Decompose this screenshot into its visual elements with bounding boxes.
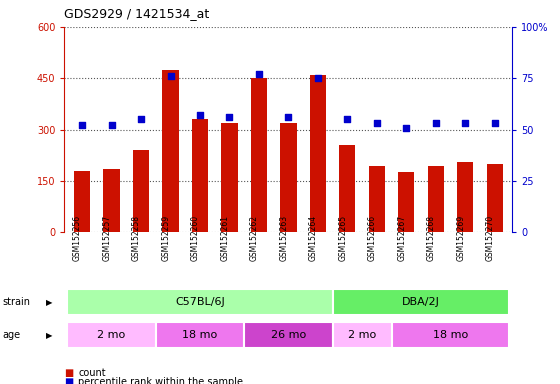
Bar — [67, 322, 156, 348]
Text: GSM152264: GSM152264 — [309, 215, 318, 262]
Point — [402, 124, 411, 131]
Text: ▶: ▶ — [46, 331, 53, 339]
Text: DBA/2J: DBA/2J — [402, 297, 440, 308]
Text: GSM152262: GSM152262 — [250, 215, 259, 262]
Bar — [221, 123, 237, 232]
Bar — [310, 75, 326, 232]
Text: C57BL/6J: C57BL/6J — [175, 297, 225, 308]
Point — [372, 120, 381, 126]
Text: age: age — [3, 330, 21, 340]
Text: percentile rank within the sample: percentile rank within the sample — [78, 377, 244, 384]
Point — [284, 114, 293, 120]
Bar — [339, 145, 356, 232]
Text: strain: strain — [3, 297, 31, 308]
Text: 2 mo: 2 mo — [97, 330, 125, 340]
Text: ▶: ▶ — [46, 298, 53, 307]
Text: GSM152268: GSM152268 — [427, 215, 436, 262]
Point — [195, 112, 204, 118]
Text: GSM152263: GSM152263 — [279, 215, 288, 262]
Text: GSM152270: GSM152270 — [486, 215, 494, 262]
Text: GSM152265: GSM152265 — [338, 215, 347, 262]
Bar — [244, 322, 333, 348]
Bar — [192, 119, 208, 232]
Text: ■: ■ — [64, 368, 74, 378]
Bar — [333, 290, 510, 315]
Bar — [74, 171, 90, 232]
Point — [225, 114, 234, 120]
Point — [343, 116, 352, 122]
Text: GSM152257: GSM152257 — [102, 215, 111, 262]
Bar — [67, 290, 333, 315]
Bar — [251, 78, 267, 232]
Text: GSM152269: GSM152269 — [456, 215, 465, 262]
Bar — [391, 322, 510, 348]
Point — [166, 73, 175, 79]
Bar — [333, 322, 391, 348]
Bar — [487, 164, 503, 232]
Point — [78, 122, 87, 129]
Text: ■: ■ — [64, 377, 74, 384]
Text: 2 mo: 2 mo — [348, 330, 376, 340]
Text: 18 mo: 18 mo — [183, 330, 218, 340]
Point — [461, 120, 470, 126]
Point — [314, 75, 323, 81]
Bar — [156, 322, 244, 348]
Point — [137, 116, 146, 122]
Bar — [368, 166, 385, 232]
Text: GDS2929 / 1421534_at: GDS2929 / 1421534_at — [64, 7, 209, 20]
Bar — [162, 70, 179, 232]
Point — [107, 122, 116, 129]
Bar — [281, 123, 296, 232]
Bar — [133, 150, 149, 232]
Text: GSM152266: GSM152266 — [368, 215, 377, 262]
Text: 18 mo: 18 mo — [433, 330, 468, 340]
Text: GSM152261: GSM152261 — [221, 215, 230, 262]
Text: 26 mo: 26 mo — [271, 330, 306, 340]
Point — [431, 120, 440, 126]
Text: GSM152256: GSM152256 — [73, 215, 82, 262]
Text: GSM152267: GSM152267 — [397, 215, 407, 262]
Text: count: count — [78, 368, 106, 378]
Text: GSM152258: GSM152258 — [132, 215, 141, 262]
Text: GSM152260: GSM152260 — [191, 215, 200, 262]
Bar — [457, 162, 473, 232]
Bar — [104, 169, 120, 232]
Text: GSM152259: GSM152259 — [161, 215, 170, 262]
Point — [254, 71, 263, 77]
Point — [490, 120, 499, 126]
Bar — [428, 166, 444, 232]
Bar — [398, 172, 414, 232]
